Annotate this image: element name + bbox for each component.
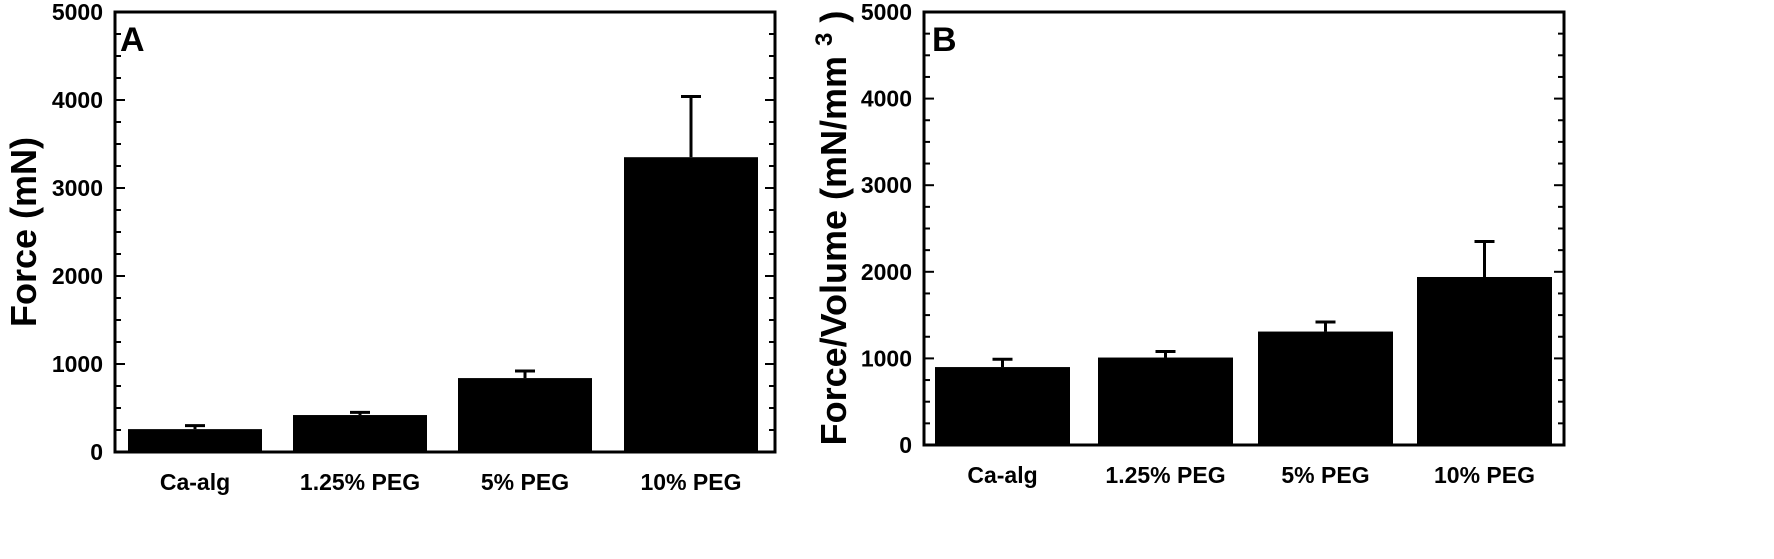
y-tick-label: 0 [90,439,103,465]
x-axis-category-labels: Ca-alg 1.25% PEG 5% PEG 10% PEG [967,462,1535,488]
y-axis-ticks [924,11,1564,446]
bar [458,378,592,452]
panel-letter: B [932,21,957,59]
y-tick-label: 2000 [861,259,912,285]
bars [935,276,1552,445]
y-axis-title-superscript: 3 [811,33,838,46]
category-label: Ca-alg [160,469,230,495]
y-tick-label: 2000 [52,263,103,289]
x-axis-category-labels: Ca-alg 1.25% PEG 5% PEG 10% PEG [160,469,742,495]
y-tick-label: 1000 [52,351,103,377]
category-label: Ca-alg [967,462,1037,488]
y-axis-title: Force/Volume (mN/mm 3 ) [799,11,854,446]
y-tick-label: 5000 [861,0,912,25]
y-tick-label: 4000 [52,87,103,113]
bar [1258,331,1393,445]
y-tick-label: 5000 [52,0,103,25]
bar [1098,357,1233,445]
y-tick-label: 1000 [861,345,912,371]
error-bars [992,239,1495,368]
category-label: 5% PEG [1281,462,1369,488]
bars [128,157,758,452]
bar [128,429,262,452]
y-axis-title-text: Force (mN) [3,137,44,327]
bar [935,367,1070,445]
category-label: 10% PEG [641,469,742,495]
y-axis-tick-labels: 0 1000 2000 3000 4000 5000 [861,0,912,458]
category-label: 10% PEG [1434,462,1535,488]
error-bars [185,94,701,430]
y-axis-ticks [115,11,775,453]
y-axis-tick-labels: 0 1000 2000 3000 4000 5000 [52,0,103,465]
category-label: 1.25% PEG [1105,462,1225,488]
panel-a: 0 1000 2000 3000 4000 5000 Ca-alg 1.25% PEG 5% … [3,0,777,495]
y-tick-label: 3000 [861,172,912,198]
y-tick-label: 3000 [52,175,103,201]
category-label: 1.25% PEG [300,469,420,495]
bar [1417,276,1552,445]
bar [624,157,758,452]
y-axis-title: Force (mN) [3,137,44,327]
y-axis-title-suffix: ) [813,11,854,23]
panel-letter: A [120,21,145,59]
category-label: 5% PEG [481,469,569,495]
y-axis-title-text: Force/Volume (mN/mm [813,56,854,445]
y-tick-label: 4000 [861,86,912,112]
panel-b: 0 1000 2000 3000 4000 5000 Ca-alg 1.25% PEG 5% … [799,0,1566,488]
bar [293,415,427,452]
y-tick-label: 0 [899,432,912,458]
